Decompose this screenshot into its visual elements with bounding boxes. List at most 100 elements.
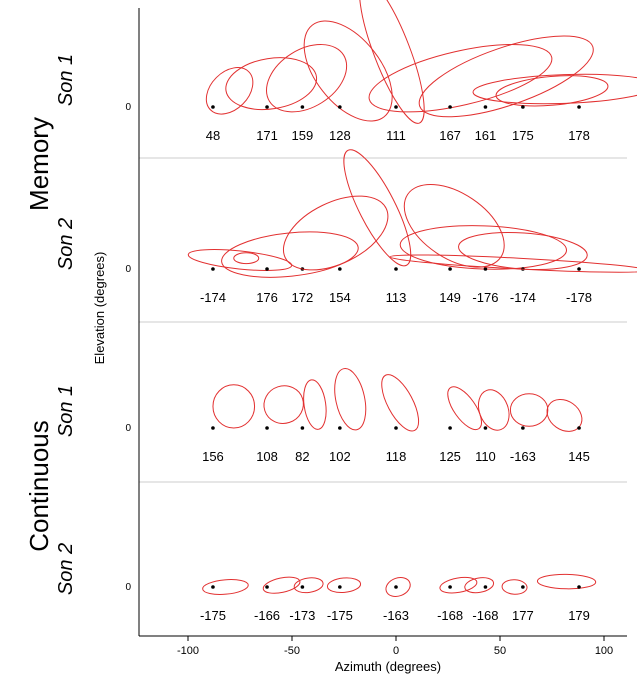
y-axis-title: Elevation (degrees) bbox=[92, 252, 107, 365]
target-point bbox=[338, 267, 342, 271]
response-ellipse bbox=[282, 195, 389, 271]
angle-label: 145 bbox=[568, 449, 590, 464]
panel-2: Son 2 0 -174 176 172 154 113 149 -176 -174 -178 bbox=[55, 149, 637, 323]
response-ellipse bbox=[501, 579, 528, 595]
response-ellipse bbox=[202, 579, 249, 595]
response-ellipse bbox=[225, 57, 318, 110]
response-ellipse bbox=[263, 385, 304, 424]
y-tick-label: 0 bbox=[125, 582, 131, 593]
response-ellipse bbox=[399, 225, 568, 270]
angle-label: 111 bbox=[386, 128, 406, 143]
target-point bbox=[577, 585, 581, 589]
target-point bbox=[265, 426, 269, 430]
x-axis-title: Azimuth (degrees) bbox=[335, 659, 441, 674]
y-tick-label: 0 bbox=[125, 264, 131, 275]
angle-label: 171 bbox=[256, 128, 278, 143]
target-point bbox=[521, 585, 525, 589]
target-point bbox=[448, 585, 452, 589]
target-point bbox=[521, 426, 525, 430]
angle-label: 102 bbox=[329, 449, 351, 464]
response-ellipse bbox=[187, 249, 293, 271]
panel-4: Son 2 0 -175 -166 -173 -175 -163 -168 -168 177 179 bbox=[55, 543, 597, 623]
target-point bbox=[211, 105, 215, 109]
angle-label: 48 bbox=[206, 128, 220, 143]
angle-label: 113 bbox=[386, 290, 407, 305]
target-point bbox=[521, 105, 525, 109]
response-ellipse bbox=[334, 368, 367, 431]
response-ellipse bbox=[303, 20, 393, 122]
target-point bbox=[483, 267, 488, 271]
response-ellipse bbox=[546, 398, 583, 432]
target-point bbox=[265, 585, 269, 589]
response-ellipse bbox=[293, 577, 324, 594]
response-ellipse bbox=[472, 73, 637, 105]
target-point bbox=[211, 267, 215, 271]
angle-label: -168 bbox=[437, 608, 463, 623]
angle-label: -163 bbox=[510, 449, 536, 464]
target-point bbox=[448, 426, 452, 430]
target-point bbox=[577, 426, 581, 430]
group-title-memory: Memory bbox=[24, 117, 54, 211]
target-point bbox=[338, 585, 342, 589]
response-ellipse bbox=[262, 576, 301, 594]
angle-label: 172 bbox=[292, 290, 314, 305]
target-point bbox=[211, 426, 215, 430]
panels-layer: Son 1 0 48 171 159 128 111 167 161 175 178 Son 2 0 -1… bbox=[55, 0, 637, 623]
response-ellipse bbox=[359, 0, 425, 124]
angle-label: 110 bbox=[475, 449, 496, 464]
angle-label: 177 bbox=[512, 608, 534, 623]
response-ellipse bbox=[509, 393, 549, 427]
x-tick-label: -50 bbox=[284, 645, 300, 657]
angle-label: 149 bbox=[439, 290, 461, 305]
target-point bbox=[300, 105, 305, 109]
target-point bbox=[265, 267, 269, 271]
angle-label: -176 bbox=[472, 290, 498, 305]
y-tick-label: 0 bbox=[125, 102, 131, 113]
response-ellipse bbox=[464, 577, 495, 594]
target-point bbox=[300, 585, 305, 589]
response-ellipse bbox=[447, 386, 482, 431]
response-ellipse bbox=[265, 44, 348, 113]
response-ellipse bbox=[205, 67, 254, 115]
response-ellipse bbox=[536, 573, 597, 590]
target-point bbox=[448, 105, 452, 109]
angle-label: 82 bbox=[295, 449, 309, 464]
x-axis-layer: -100 -50 0 50 100 bbox=[138, 8, 627, 657]
target-point bbox=[338, 426, 342, 430]
response-ellipse bbox=[495, 75, 609, 107]
target-point bbox=[211, 585, 215, 589]
target-point bbox=[338, 105, 342, 109]
response-ellipse bbox=[385, 577, 411, 597]
target-point bbox=[394, 267, 398, 271]
angle-label: 176 bbox=[256, 290, 278, 305]
target-point bbox=[577, 105, 581, 109]
angle-label: -168 bbox=[472, 608, 498, 623]
angle-label: 179 bbox=[568, 608, 590, 623]
angle-label: -175 bbox=[327, 608, 353, 623]
angle-label: -174 bbox=[510, 290, 536, 305]
panel-1: Son 1 0 48 171 159 128 111 167 161 175 178 bbox=[55, 0, 637, 159]
response-ellipse bbox=[381, 374, 420, 432]
target-point bbox=[394, 426, 398, 430]
angle-label: 125 bbox=[439, 449, 461, 464]
response-ellipse bbox=[212, 384, 256, 429]
angle-label: 178 bbox=[568, 128, 590, 143]
response-ellipse bbox=[326, 577, 362, 594]
angle-label: 156 bbox=[202, 449, 224, 464]
x-tick-label: 50 bbox=[494, 645, 506, 657]
response-ellipse bbox=[303, 379, 327, 430]
angle-label: 167 bbox=[439, 128, 461, 143]
panel-3: Son 1 0 156 108 82 102 118 125 110 -163 145 bbox=[55, 368, 627, 483]
target-point bbox=[448, 267, 452, 271]
row-title: Son 1 bbox=[55, 54, 77, 106]
target-point bbox=[483, 585, 488, 589]
row-title: Son 2 bbox=[55, 543, 77, 595]
response-ellipse bbox=[221, 231, 359, 278]
angle-label: 128 bbox=[329, 128, 351, 143]
titles-layer: Memory Continuous Elevation (degrees) Az… bbox=[24, 117, 441, 674]
target-point bbox=[394, 585, 398, 589]
target-point bbox=[265, 105, 269, 109]
response-ellipse bbox=[368, 44, 553, 113]
angle-label: -166 bbox=[254, 608, 280, 623]
